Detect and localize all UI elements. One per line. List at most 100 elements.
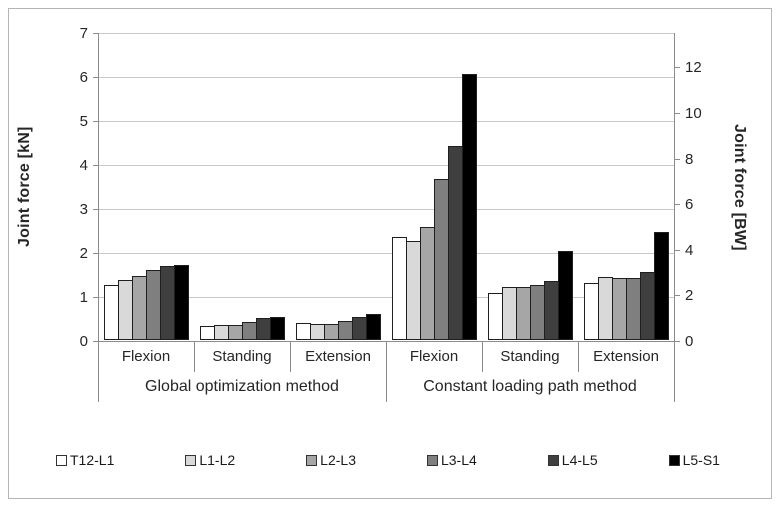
left-tick-label: 0: [79, 333, 88, 350]
bar-l1-l2: [406, 241, 421, 340]
right-tick-label: 10: [685, 105, 702, 122]
right-tick-mark: [675, 295, 680, 296]
bar-l1-l2: [214, 325, 229, 340]
left-tick-label: 5: [79, 113, 88, 130]
right-tick-label: 2: [685, 287, 694, 304]
group-label: Global optimization method: [145, 378, 339, 395]
right-tick-mark: [675, 250, 680, 251]
bar-l2-l3: [420, 227, 435, 340]
legend-marker-l5-s1: [668, 454, 680, 466]
bar-l4-l5: [448, 146, 463, 340]
category-separator: [674, 341, 675, 372]
group-separator: [386, 372, 387, 402]
legend-item: T12-L1: [56, 452, 114, 468]
gridline: [98, 165, 674, 166]
right-tick-mark: [675, 67, 680, 68]
gridline: [98, 253, 674, 254]
left-tick-mark: [93, 165, 98, 166]
legend-label: L3-L4: [440, 452, 477, 468]
category-separator: [482, 341, 483, 372]
left-axis-line: [98, 33, 99, 342]
legend-marker-t12-l1: [56, 454, 67, 466]
left-axis-title: Joint force [kN]: [16, 126, 33, 248]
bar-l3-l4: [626, 278, 641, 340]
bar-l5-s1: [366, 314, 381, 340]
category-label: Flexion: [409, 348, 459, 365]
plot-area: [98, 33, 674, 341]
category-separator: [194, 341, 195, 372]
legend: T12-L1 L1-L2 L2-L3 L3-L4 L4-L5 L5-S1: [56, 450, 720, 470]
left-tick-mark: [93, 341, 98, 342]
legend-item: L2-L3: [306, 452, 356, 468]
bar-l4-l5: [544, 281, 559, 340]
bar-l3-l4: [242, 322, 257, 340]
group-label: Constant loading path method: [423, 378, 637, 395]
legend-item: L3-L4: [426, 452, 477, 468]
category-label: Extension: [593, 348, 659, 365]
bar-l4-l5: [640, 272, 655, 340]
bar-l3-l4: [146, 270, 161, 340]
bar-l3-l4: [530, 285, 545, 340]
category-label: Standing: [212, 348, 272, 365]
bar-l4-l5: [352, 317, 367, 340]
legend-label: L2-L3: [320, 452, 356, 468]
legend-label: L5-S1: [682, 452, 720, 468]
right-tick-label: 8: [685, 151, 694, 168]
gridline: [98, 33, 674, 34]
right-tick-label: 0: [685, 333, 694, 350]
left-tick-mark: [93, 209, 98, 210]
left-tick-mark: [93, 121, 98, 122]
category-label: Flexion: [121, 348, 171, 365]
left-tick-mark: [93, 77, 98, 78]
gridline: [98, 121, 674, 122]
legend-marker-l3-l4: [426, 454, 438, 466]
category-label: Standing: [500, 348, 560, 365]
gridline: [98, 77, 674, 78]
bar-l1-l2: [310, 324, 325, 340]
bar-cluster: [296, 314, 381, 340]
bar-cluster: [104, 265, 189, 340]
bar-l2-l3: [132, 276, 147, 340]
bar-cluster: [488, 251, 573, 340]
bar-t12-l1: [296, 323, 311, 340]
right-tick-label: 6: [685, 196, 694, 213]
right-tick-mark: [675, 204, 680, 205]
bar-t12-l1: [488, 293, 503, 340]
legend-marker-l4-l5: [547, 454, 559, 466]
left-tick-mark: [93, 33, 98, 34]
bar-l4-l5: [160, 266, 175, 340]
right-tick-mark: [675, 341, 680, 342]
bar-t12-l1: [104, 285, 119, 340]
bar-l3-l4: [338, 321, 353, 340]
bar-l5-s1: [174, 265, 189, 340]
left-tick-label: 1: [79, 289, 88, 306]
bar-l2-l3: [612, 278, 627, 340]
left-tick-label: 6: [79, 69, 88, 86]
category-label: Extension: [305, 348, 371, 365]
gridline: [98, 297, 674, 298]
bar-cluster: [584, 232, 669, 340]
legend-label: L1-L2: [199, 452, 236, 468]
right-tick-label: 12: [685, 59, 702, 76]
bar-l5-s1: [654, 232, 669, 340]
bar-cluster: [200, 317, 285, 340]
legend-item: L4-L5: [547, 452, 598, 468]
legend-label: L4-L5: [561, 452, 598, 468]
bar-l5-s1: [270, 317, 285, 340]
left-tick-mark: [93, 297, 98, 298]
bar-l2-l3: [516, 287, 531, 340]
category-separator: [290, 341, 291, 372]
right-axis-line: [674, 33, 675, 342]
left-tick-label: 7: [79, 25, 88, 42]
legend-marker-l2-l3: [306, 454, 318, 466]
left-tick-label: 3: [79, 201, 88, 218]
gridline: [98, 209, 674, 210]
right-tick-mark: [675, 113, 680, 114]
bar-l1-l2: [118, 280, 133, 340]
legend-item: L1-L2: [185, 452, 235, 468]
bar-l5-s1: [462, 74, 477, 340]
bar-l4-l5: [256, 318, 271, 340]
legend-marker-l1-l2: [185, 454, 197, 466]
bar-l1-l2: [598, 277, 613, 340]
